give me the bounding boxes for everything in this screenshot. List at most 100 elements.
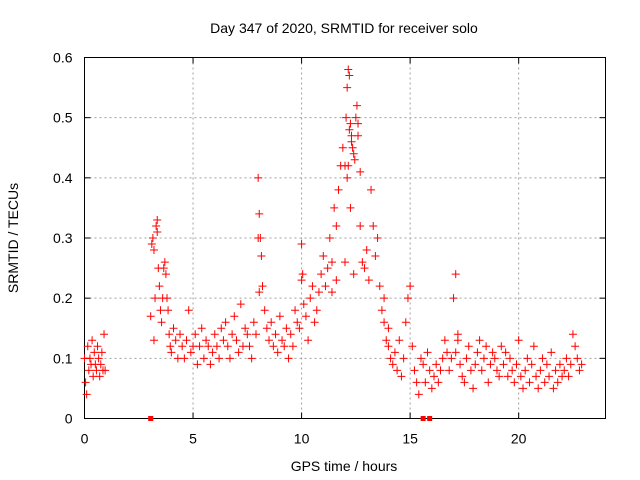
- data-point: [369, 221, 378, 230]
- data-point: [330, 203, 339, 212]
- data-point: [419, 360, 428, 369]
- data-point: [314, 288, 323, 297]
- data-point: [342, 113, 351, 122]
- data-point: [540, 378, 549, 387]
- data-point: [519, 384, 528, 393]
- data-point: [271, 330, 280, 339]
- y-tick-label: 0.4: [53, 170, 73, 186]
- y-tick-label: 0.6: [53, 50, 73, 66]
- data-point: [406, 282, 415, 291]
- data-point: [367, 185, 376, 194]
- data-point: [354, 119, 363, 128]
- data-point: [344, 161, 353, 170]
- data-point: [373, 234, 382, 242]
- data-point: [273, 348, 282, 357]
- data-point: [345, 125, 354, 134]
- data-point: [356, 221, 365, 230]
- data-point: [495, 372, 504, 381]
- data-point: [490, 354, 499, 363]
- data-point: [560, 366, 569, 375]
- data-point: [445, 366, 454, 375]
- data-point: [525, 378, 534, 387]
- data-point: [577, 360, 586, 369]
- data-point: [346, 119, 355, 128]
- data-point: [451, 270, 460, 279]
- data-point: [477, 366, 486, 375]
- data-point: [247, 354, 256, 363]
- data-point: [164, 306, 173, 315]
- data-point: [346, 203, 355, 212]
- data-point: [221, 318, 230, 327]
- data-point: [527, 360, 536, 369]
- data-point: [555, 360, 564, 369]
- data-point: [321, 282, 330, 291]
- data-point: [278, 336, 287, 345]
- data-point: [178, 342, 187, 351]
- data-point: [384, 324, 393, 333]
- data-point: [167, 348, 176, 357]
- data-point: [228, 330, 237, 339]
- data-point: [573, 354, 582, 363]
- data-point: [212, 342, 221, 351]
- data-point: [482, 342, 491, 351]
- data-point: [443, 348, 452, 357]
- data-point: [345, 71, 354, 80]
- data-point: [88, 336, 97, 345]
- data-point: [301, 312, 310, 321]
- data-point: [291, 306, 300, 315]
- data-point: [151, 294, 160, 303]
- data-point: [269, 342, 278, 351]
- data-point: [265, 336, 274, 345]
- data-point: [169, 324, 178, 333]
- data-point: [319, 252, 328, 261]
- data-point: [401, 318, 410, 327]
- data-point: [536, 366, 545, 375]
- data-point: [297, 240, 306, 249]
- data-point: [390, 348, 399, 357]
- data-point: [458, 372, 467, 381]
- data-point: [334, 185, 343, 194]
- data-point: [255, 288, 264, 297]
- data-point: [440, 336, 449, 345]
- data-point: [427, 384, 436, 393]
- data-point: [410, 366, 419, 375]
- data-point: [408, 342, 417, 351]
- data-point: [403, 294, 412, 303]
- gap-marker: [148, 416, 154, 421]
- data-point: [149, 246, 158, 255]
- data-point: [460, 378, 469, 387]
- data-point: [456, 360, 465, 369]
- data-point: [486, 360, 495, 369]
- data-point: [245, 342, 254, 351]
- x-tick-label: 0: [81, 431, 89, 447]
- data-point: [508, 366, 517, 375]
- data-points: [80, 65, 586, 421]
- x-tick-label: 20: [511, 431, 527, 447]
- data-point: [473, 348, 482, 357]
- data-point: [153, 227, 162, 236]
- data-point: [377, 306, 386, 315]
- data-point: [479, 354, 488, 363]
- data-point: [308, 282, 317, 291]
- data-point: [542, 360, 551, 369]
- data-point: [423, 348, 432, 357]
- data-point: [575, 366, 584, 375]
- data-point: [466, 366, 475, 375]
- data-point: [449, 294, 458, 303]
- data-point: [523, 354, 532, 363]
- y-tick-label: 0.2: [53, 290, 73, 306]
- data-point: [304, 336, 313, 345]
- data-point: [162, 294, 171, 303]
- data-point: [538, 354, 547, 363]
- data-point: [195, 342, 204, 351]
- data-point: [146, 312, 155, 321]
- data-point: [362, 246, 371, 255]
- data-point: [95, 372, 104, 381]
- data-point: [147, 240, 156, 249]
- data-point: [197, 324, 206, 333]
- axis-ticks: 0 0.1 0.2 0.3 0.4 0.5 0.6 0 5 10 15 20: [53, 50, 606, 447]
- data-point: [317, 270, 326, 279]
- data-point: [323, 264, 332, 273]
- data-point: [395, 336, 404, 345]
- data-point: [343, 173, 352, 182]
